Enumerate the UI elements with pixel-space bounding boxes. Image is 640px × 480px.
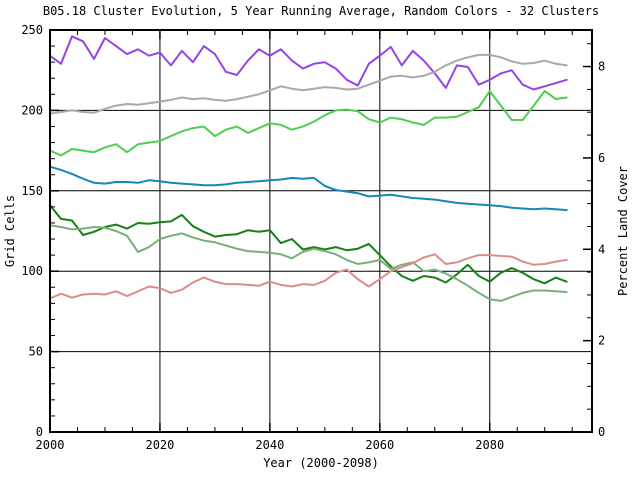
series-lines	[49, 35, 568, 302]
x-tick-label-2000: 2000	[36, 438, 65, 452]
y2-tick-label-0: 0	[598, 425, 605, 439]
axes	[49, 29, 593, 433]
y2-axis-label: Percent Land Cover	[616, 166, 630, 296]
plot-box	[49, 29, 593, 433]
y2-tick-label-4: 4	[598, 242, 605, 256]
y-tick-label-100: 100	[21, 264, 43, 278]
x-axis-label: Year (2000-2098)	[263, 456, 379, 470]
tick-labels: 2000 2020 2040 2060 2080 0 50 100 150 200 250 0 2 4 6 8	[21, 23, 605, 452]
series-cluster-gray	[49, 53, 568, 115]
y-tick-label-0: 0	[36, 425, 43, 439]
y-tick-label-150: 150	[21, 184, 43, 198]
y2-tick-label-8: 8	[598, 60, 605, 74]
x-tick-label-2080: 2080	[475, 438, 504, 452]
y2-tick-label-6: 6	[598, 151, 605, 165]
chart-title: B05.18 Cluster Evolution, 5 Year Running…	[43, 4, 599, 18]
series-cluster-darkgreen	[49, 204, 568, 285]
gridlines	[50, 30, 592, 432]
series-cluster-teal	[49, 165, 568, 212]
y-tick-label-250: 250	[21, 23, 43, 37]
y-tick-label-50: 50	[29, 345, 43, 359]
series-cluster-salmon	[49, 253, 568, 300]
series-cluster-green	[49, 90, 568, 157]
x-tick-label-2040: 2040	[255, 438, 284, 452]
series-cluster-violet	[49, 35, 568, 91]
y-tick-label-200: 200	[21, 103, 43, 117]
y-axis-label: Grid Cells	[3, 195, 17, 267]
y2-tick-label-2: 2	[598, 334, 605, 348]
x-tick-label-2020: 2020	[145, 438, 174, 452]
series-cluster-seagreen	[49, 224, 568, 302]
x-tick-label-2060: 2060	[365, 438, 394, 452]
